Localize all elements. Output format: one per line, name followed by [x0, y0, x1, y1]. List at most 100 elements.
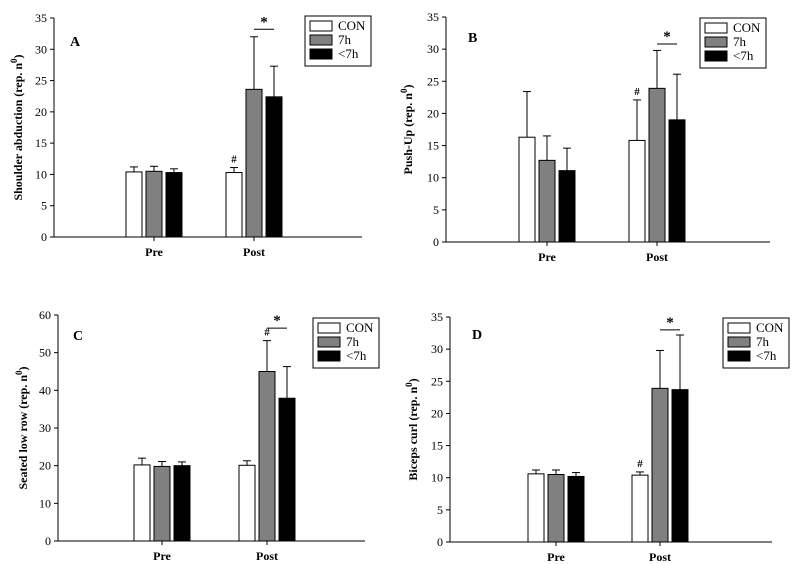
bar	[558, 170, 576, 243]
legend-swatch	[309, 48, 333, 60]
legend-label: <7h	[756, 348, 777, 363]
legend-label: CON	[756, 320, 784, 335]
x-tick-label: Pre	[153, 549, 171, 563]
y-axis-label: Push-Up (rep. n0)	[399, 85, 415, 175]
y-tick-label: 25	[431, 374, 443, 388]
bar	[567, 475, 585, 543]
legend-swatch	[727, 322, 751, 334]
y-tick-label: 35	[427, 10, 439, 24]
significance-marker: #	[231, 154, 237, 166]
bar	[173, 465, 191, 542]
y-tick-label: 35	[431, 310, 443, 324]
bar	[671, 389, 689, 543]
bar	[245, 88, 263, 238]
legend-label: CON	[338, 18, 366, 33]
panel-label: D	[472, 328, 482, 343]
y-tick-label: 20	[427, 106, 439, 120]
bar	[165, 172, 183, 238]
y-tick-label: 15	[35, 136, 47, 150]
y-tick-label: 30	[39, 421, 51, 435]
y-tick-label: 20	[431, 406, 443, 420]
bar	[238, 464, 256, 542]
y-tick-label: 0	[45, 534, 51, 548]
y-tick-label: 5	[41, 199, 47, 213]
bar	[648, 87, 666, 243]
y-tick-label: 35	[35, 11, 47, 25]
chart-panel: 0 5 10 15 20 25 30 35 Shoulder abduction (rep. n…	[9, 11, 372, 259]
legend-swatch	[317, 350, 341, 362]
y-tick-label: 10	[431, 471, 443, 485]
legend-swatch	[704, 36, 728, 48]
y-tick-label: 5	[437, 503, 443, 517]
bar	[527, 473, 545, 543]
y-tick-label: 25	[35, 74, 47, 88]
chart-panel: 0 5 10 15 20 25 30 35 Push-Up (rep. n0) B Pre Post #…	[399, 10, 770, 264]
bar	[668, 119, 686, 243]
y-tick-label: 25	[427, 74, 439, 88]
y-tick-label: 15	[427, 139, 439, 153]
legend-label: CON	[733, 20, 761, 35]
y-tick-label: 50	[39, 346, 51, 360]
y-tick-label: 10	[427, 171, 439, 185]
y-tick-label: 5	[433, 203, 439, 217]
legend-label: <7h	[338, 46, 359, 61]
y-tick-label: 30	[35, 42, 47, 56]
panel-label: A	[70, 35, 81, 50]
bar	[547, 474, 565, 543]
significance-marker: #	[264, 327, 270, 339]
legend-swatch	[317, 322, 341, 334]
chart-panel: 0 5 10 15 20 25 30 35 Biceps curl (rep. n0) D Pre P…	[404, 310, 790, 564]
bar	[153, 465, 171, 542]
significance-marker: *	[666, 315, 674, 331]
bar	[145, 170, 163, 238]
significance-marker: #	[634, 86, 640, 98]
legend-label: 7h	[346, 334, 360, 349]
legend-swatch	[704, 50, 728, 62]
bar	[538, 159, 556, 243]
y-tick-label: 0	[437, 535, 443, 549]
bar	[278, 397, 296, 542]
bar	[258, 371, 276, 542]
legend-label: 7h	[338, 32, 352, 47]
significance-marker: *	[273, 313, 281, 329]
bar	[133, 464, 151, 542]
panel-label: B	[468, 31, 477, 46]
y-tick-label: 0	[433, 235, 439, 249]
legend-swatch	[704, 22, 728, 34]
legend-label: <7h	[733, 48, 754, 63]
y-tick-label: 20	[39, 459, 51, 473]
y-axis-label: Biceps curl (rep. n0)	[404, 378, 420, 480]
bar	[125, 171, 143, 238]
significance-marker: *	[260, 14, 268, 30]
x-tick-label: Post	[649, 550, 671, 564]
significance-marker: #	[637, 458, 643, 470]
bar	[225, 172, 243, 238]
legend-swatch	[309, 34, 333, 46]
y-axis-label: Seated low row (rep. n0)	[14, 366, 30, 489]
panel-label: C	[73, 329, 83, 344]
y-axis-label: Shoulder abduction (rep. n0)	[9, 54, 25, 200]
x-tick-label: Pre	[538, 250, 556, 264]
chart-panel: 0 10 20 30 40 50 60 Seated low row (rep. n0) C Pr…	[14, 308, 380, 563]
x-tick-label: Post	[243, 245, 265, 259]
bar	[518, 136, 536, 243]
x-tick-label: Pre	[145, 245, 163, 259]
bar	[631, 474, 649, 543]
legend-label: 7h	[733, 34, 747, 49]
x-tick-label: Post	[256, 549, 278, 563]
y-tick-label: 60	[39, 308, 51, 322]
legend-label: <7h	[346, 348, 367, 363]
y-tick-label: 0	[41, 230, 47, 244]
legend-swatch	[727, 336, 751, 348]
legend-label: CON	[346, 320, 374, 335]
legend-swatch	[309, 20, 333, 32]
bar	[651, 387, 669, 543]
y-tick-label: 30	[427, 42, 439, 56]
bar	[265, 96, 283, 238]
significance-marker: *	[663, 29, 671, 45]
legend-swatch	[727, 350, 751, 362]
